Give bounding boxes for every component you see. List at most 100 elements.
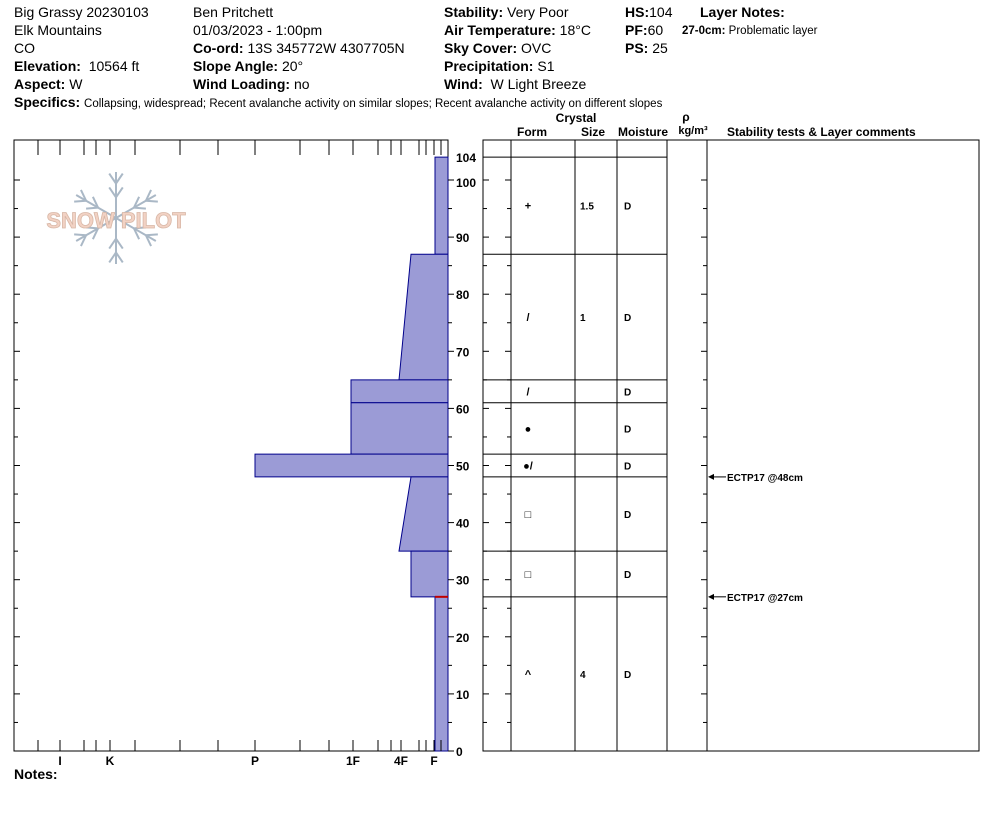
density-unit-header: kg/m³ <box>678 125 708 137</box>
hardness-bar <box>410 550 449 598</box>
layer-table-frame <box>482 139 980 752</box>
layer-form: / <box>526 386 529 398</box>
moisture-header: Moisture <box>618 125 668 139</box>
hardness-tick-label: 1F <box>346 754 360 768</box>
flake-arm <box>75 217 117 242</box>
flake-branch <box>80 234 88 247</box>
layer-moisture: D <box>624 462 631 473</box>
flake-branch <box>133 206 146 210</box>
flake-branch <box>108 173 117 185</box>
hardness-bar <box>350 402 449 455</box>
flake-branch <box>133 227 141 240</box>
depth-tick-label: 0 <box>456 745 463 759</box>
layer-form: ●/ <box>523 461 533 473</box>
depth-tick-label: 40 <box>456 517 470 531</box>
header-col-4: HS:104 PF:60 PS: 25 <box>625 3 672 57</box>
ps: PS: 25 <box>625 40 668 56</box>
stability-test-arrowhead <box>708 593 714 600</box>
logo-text: SNOW PILOT <box>46 208 186 233</box>
layer-moisture: D <box>624 424 631 435</box>
rho-header: ρ <box>682 110 689 124</box>
flake-branch <box>80 189 88 202</box>
layer-form: ● <box>525 423 532 435</box>
flake-branch <box>133 196 141 209</box>
header-col-1: Big Grassy 20230103 Elk Mountains CO Ele… <box>14 3 149 93</box>
flake-branch <box>145 233 158 237</box>
layer-size: 1 <box>580 313 586 324</box>
layer-form: ^ <box>525 669 532 681</box>
depth-tick-label: 50 <box>456 460 470 474</box>
flake-arm <box>115 194 157 219</box>
size-header: Size <box>581 125 605 139</box>
pf: PF:60 <box>625 22 664 38</box>
header-col-2: Ben Pritchett 01/03/2023 - 1:00pm Co-ord… <box>193 3 405 93</box>
hardness-tick-label: I <box>58 754 61 768</box>
flake-branch <box>86 206 99 210</box>
layer-form: + <box>525 201 531 213</box>
depth-tick-label: 10 <box>456 688 470 702</box>
depth-tick-label: 20 <box>456 631 470 645</box>
flake-branch <box>74 233 87 237</box>
observer: Ben Pritchett <box>193 4 274 20</box>
layer-notes-title: Layer Notes: <box>700 4 785 20</box>
coordinates: Co-ord: 13S 345772W 4307705N <box>193 40 405 56</box>
elevation: Elevation: 10564 ft <box>14 58 140 74</box>
hardness-bar <box>350 379 449 404</box>
flake-branch <box>133 226 146 230</box>
depth-tick-label: 60 <box>456 402 470 416</box>
snowpilot-logo: SNOW PILOT <box>46 172 187 264</box>
slope-angle: Slope Angle: 20° <box>193 58 304 74</box>
state: CO <box>14 40 35 56</box>
date-time: 01/03/2023 - 1:00pm <box>193 22 323 38</box>
flake-branch <box>145 199 158 203</box>
flake-branch <box>108 186 117 198</box>
stability-test-arrowhead <box>708 473 714 480</box>
layer-moisture: D <box>624 387 631 398</box>
layer-size: 1.5 <box>580 202 594 213</box>
depth-tick-label: 90 <box>456 231 470 245</box>
flake-branch <box>115 186 124 198</box>
mountain-range: Elk Mountains <box>14 22 102 38</box>
hs: HS:104 <box>625 4 673 20</box>
specifics: Specifics: Collapsing, widespread; Recen… <box>14 94 663 110</box>
flake-branch <box>91 196 99 209</box>
hardness-tick-label: K <box>106 754 115 768</box>
flake-branch <box>115 238 124 250</box>
layer-moisture: D <box>624 670 631 681</box>
hardness-bar <box>398 253 449 381</box>
depth-tick-label: 30 <box>456 574 470 588</box>
hardness-bar <box>434 596 449 752</box>
stability: Stability: Very Poor <box>444 4 569 20</box>
layer-size: 4 <box>580 670 586 681</box>
layer-moisture: D <box>624 570 631 581</box>
layer-form: □ <box>525 569 532 581</box>
hardness-bar <box>398 476 449 552</box>
aspect: Aspect: W <box>14 76 83 92</box>
hardness-tick-label: P <box>251 754 259 768</box>
layer-note: 27-0cm: Problematic layer <box>682 25 818 37</box>
depth-tick-label: 100 <box>456 176 476 190</box>
flake-branch <box>144 189 152 202</box>
flake-branch <box>144 234 152 247</box>
flake-arm <box>75 194 117 219</box>
flake-branch <box>108 238 117 250</box>
form-header: Form <box>517 125 547 139</box>
crystal-header: Crystal <box>556 111 597 125</box>
notes-label: Notes: <box>14 766 58 782</box>
layer-moisture: D <box>624 313 631 324</box>
hardness-tick-label: F <box>430 754 437 768</box>
hardness-tick-label: 4F <box>394 754 408 768</box>
sky-cover: Sky Cover: OVC <box>444 40 552 56</box>
depth-tick-label: 104 <box>456 151 476 165</box>
layer-moisture: D <box>624 202 631 213</box>
flake-branch <box>91 227 99 240</box>
stability-test-label: ECTP17 @48cm <box>727 473 803 484</box>
flake-branch <box>108 251 117 263</box>
site-name: Big Grassy 20230103 <box>14 4 149 20</box>
wind-loading: Wind Loading: no <box>193 76 310 92</box>
flake-branch <box>74 199 87 203</box>
flake-arm <box>115 217 157 242</box>
layer-form: □ <box>525 509 532 521</box>
wind: Wind: W Light Breeze <box>444 76 587 92</box>
